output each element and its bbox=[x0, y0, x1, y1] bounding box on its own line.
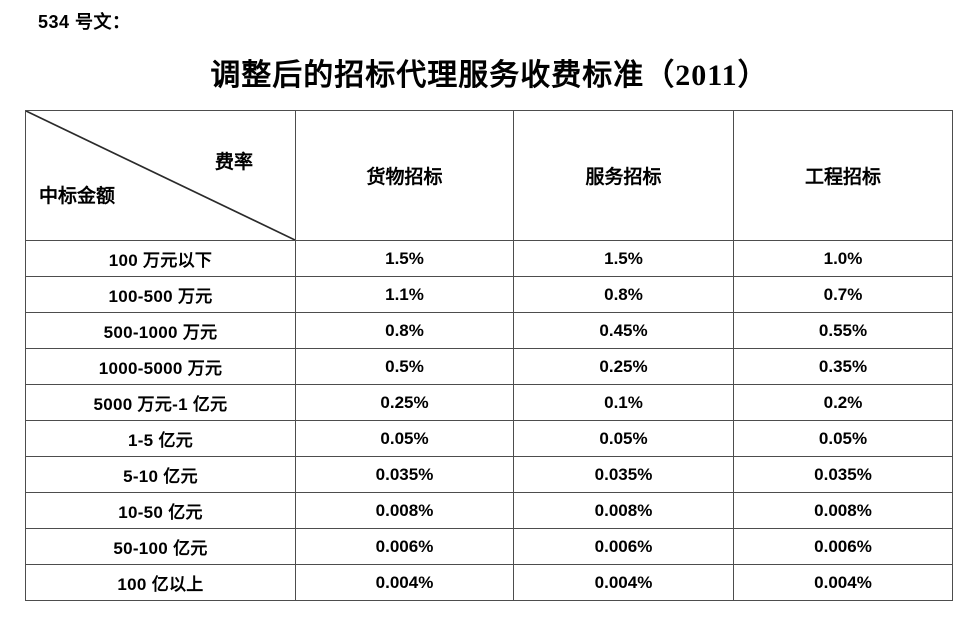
rate-cell: 0.006% bbox=[295, 528, 514, 565]
rate-cell: 0.5% bbox=[295, 348, 514, 385]
table-row: 100 万元以下 1.5% 1.5% 1.0% bbox=[25, 240, 953, 277]
rate-cell: 0.05% bbox=[733, 420, 953, 457]
rate-cell: 0.035% bbox=[733, 456, 953, 493]
rate-cell: 1.0% bbox=[733, 240, 953, 277]
row-label: 50-100 亿元 bbox=[25, 528, 296, 565]
diagonal-divider-line bbox=[26, 111, 295, 240]
rate-cell: 0.05% bbox=[295, 420, 514, 457]
row-label: 5-10 亿元 bbox=[25, 456, 296, 493]
page-title: 调整后的招标代理服务收费标准（2011） bbox=[210, 59, 769, 92]
rate-cell: 0.8% bbox=[513, 276, 734, 313]
rate-cell: 0.035% bbox=[513, 456, 734, 493]
rate-cell: 0.004% bbox=[513, 564, 734, 601]
fee-rate-table: 费率 中标金额 货物招标 服务招标 工程招标 100 万元以下 1.5% 1.5… bbox=[25, 110, 953, 601]
table-row: 50-100 亿元 0.006% 0.006% 0.006% bbox=[25, 528, 953, 565]
rate-cell: 0.05% bbox=[513, 420, 734, 457]
rate-cell: 0.006% bbox=[513, 528, 734, 565]
table-row: 5000 万元-1 亿元 0.25% 0.1% 0.2% bbox=[25, 384, 953, 421]
row-label: 100-500 万元 bbox=[25, 276, 296, 313]
column-header-engineering: 工程招标 bbox=[733, 110, 953, 241]
rate-cell: 0.25% bbox=[513, 348, 734, 385]
table-row: 100 亿以上 0.004% 0.004% 0.004% bbox=[25, 564, 953, 601]
rate-cell: 0.2% bbox=[733, 384, 953, 421]
table-row: 1000-5000 万元 0.5% 0.25% 0.35% bbox=[25, 348, 953, 385]
header-row: 费率 中标金额 货物招标 服务招标 工程招标 bbox=[25, 110, 953, 241]
row-label: 1000-5000 万元 bbox=[25, 348, 296, 385]
row-label: 100 亿以上 bbox=[25, 564, 296, 601]
rate-cell: 0.004% bbox=[295, 564, 514, 601]
table-row: 10-50 亿元 0.008% 0.008% 0.008% bbox=[25, 492, 953, 529]
row-label: 100 万元以下 bbox=[25, 240, 296, 277]
rate-cell: 0.35% bbox=[733, 348, 953, 385]
row-label: 10-50 亿元 bbox=[25, 492, 296, 529]
table-row: 100-500 万元 1.1% 0.8% 0.7% bbox=[25, 276, 953, 313]
rate-cell: 0.8% bbox=[295, 312, 514, 349]
rate-cell: 1.1% bbox=[295, 276, 514, 313]
column-header-goods: 货物招标 bbox=[295, 110, 514, 241]
rate-cell: 0.1% bbox=[513, 384, 734, 421]
rate-cell: 1.5% bbox=[295, 240, 514, 277]
table-row: 1-5 亿元 0.05% 0.05% 0.05% bbox=[25, 420, 953, 457]
table-row: 5-10 亿元 0.035% 0.035% 0.035% bbox=[25, 456, 953, 493]
rate-cell: 0.7% bbox=[733, 276, 953, 313]
rate-cell: 0.45% bbox=[513, 312, 734, 349]
corner-label-rate: 费率 bbox=[214, 152, 253, 173]
rate-cell: 1.5% bbox=[513, 240, 734, 277]
row-label: 5000 万元-1 亿元 bbox=[25, 384, 296, 421]
rate-cell: 0.006% bbox=[733, 528, 953, 565]
row-label: 500-1000 万元 bbox=[25, 312, 296, 349]
rate-cell: 0.035% bbox=[295, 456, 514, 493]
table-row: 500-1000 万元 0.8% 0.45% 0.55% bbox=[25, 312, 953, 349]
rate-cell: 0.25% bbox=[295, 384, 514, 421]
doc-number-label: 534 号文： bbox=[38, 12, 131, 32]
row-label: 1-5 亿元 bbox=[25, 420, 296, 457]
diagonal-corner-cell: 费率 中标金额 bbox=[25, 110, 296, 241]
rate-cell: 0.008% bbox=[295, 492, 514, 529]
rate-cell: 0.55% bbox=[733, 312, 953, 349]
rate-cell: 0.008% bbox=[513, 492, 734, 529]
rate-cell: 0.004% bbox=[733, 564, 953, 601]
rate-cell: 0.008% bbox=[733, 492, 953, 529]
column-header-services: 服务招标 bbox=[513, 110, 734, 241]
corner-label-amount: 中标金额 bbox=[39, 186, 116, 207]
